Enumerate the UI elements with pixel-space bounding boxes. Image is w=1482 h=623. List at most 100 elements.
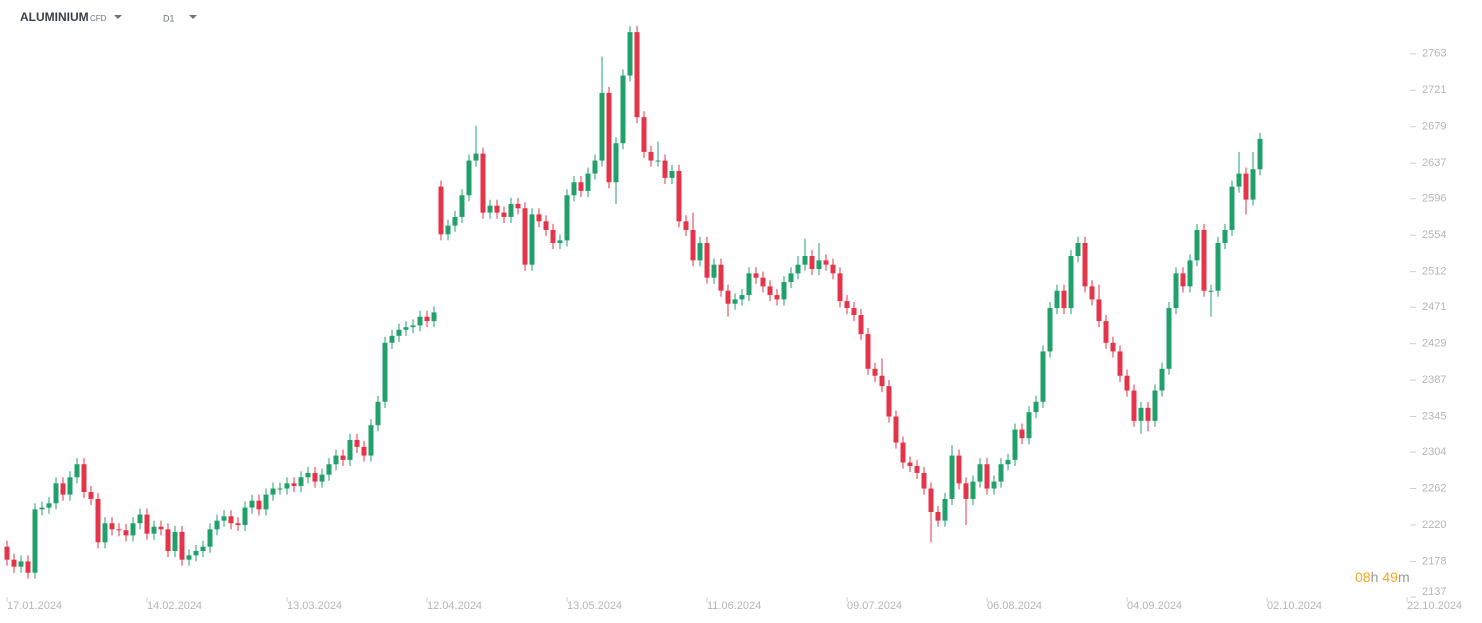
candle-body [466, 160, 472, 196]
candle-body [949, 455, 955, 499]
y-tick-label: 2429 [1422, 338, 1446, 350]
x-tick-label: 06.08.2024 [987, 600, 1042, 612]
candle-body [410, 325, 416, 328]
candle-body [1089, 286, 1095, 300]
candle-body [823, 260, 829, 265]
candle-body [284, 483, 290, 489]
candle-body [501, 212, 507, 217]
candle-body [221, 516, 227, 521]
candle-body [130, 523, 136, 536]
candle-body [1047, 308, 1053, 352]
y-tick-label: 2763 [1422, 48, 1446, 60]
candle-body [403, 327, 409, 330]
candle-body [53, 483, 59, 504]
candle-body [928, 488, 934, 512]
candle-body [1124, 375, 1130, 391]
candle-body [662, 160, 668, 178]
y-tick-label: 2596 [1422, 193, 1446, 205]
x-tick-label: 09.07.2024 [847, 600, 902, 612]
y-tick-label: 2471 [1422, 301, 1446, 313]
candle-body [1061, 290, 1067, 309]
candle-body [1145, 407, 1151, 421]
candle-body [774, 295, 780, 300]
candle-body [802, 256, 808, 265]
candle-body [865, 334, 871, 369]
candle-body [809, 256, 815, 270]
candle-body [655, 160, 661, 162]
candle-body [326, 464, 332, 475]
candle-body [886, 386, 892, 417]
candle-body [123, 530, 129, 536]
candle-body [109, 523, 115, 530]
candle-body [214, 520, 220, 530]
timeframe-dropdown-arrow[interactable] [189, 15, 197, 19]
candle-body [319, 474, 325, 482]
candle-body [368, 425, 374, 456]
candle-body [1215, 242, 1221, 291]
candle-body [1236, 173, 1242, 187]
symbol-dropdown-arrow[interactable] [114, 15, 122, 19]
candle-body [39, 507, 45, 510]
countdown-hours-unit: h [1371, 569, 1379, 585]
candle-body [935, 511, 941, 521]
candle-body [277, 488, 283, 490]
candle-body [263, 494, 269, 510]
candle-body [1201, 229, 1207, 291]
candle-body [1194, 229, 1200, 261]
candle-body [879, 375, 885, 387]
candle-body [445, 225, 451, 235]
candle-body [907, 462, 913, 466]
candle-body [739, 295, 745, 300]
x-tick-label: 22.10.2024 [1407, 600, 1462, 612]
x-tick-label: 04.09.2024 [1127, 600, 1182, 612]
x-tick-label: 02.10.2024 [1267, 600, 1322, 612]
candle-body [1117, 351, 1123, 376]
candle-body [844, 301, 850, 309]
candle-body [60, 483, 66, 495]
symbol-type: CFD [90, 14, 107, 23]
candle-body [669, 170, 675, 178]
candle-body [732, 299, 738, 304]
candle-body [1152, 390, 1158, 421]
candle-body [459, 195, 465, 217]
candle-body [753, 273, 759, 278]
symbol[interactable]: ALUMINIUM [20, 10, 89, 24]
candle-body [494, 205, 500, 213]
candle-body [1222, 229, 1228, 243]
candle-body [1173, 273, 1179, 309]
candle-body [1012, 429, 1018, 460]
candle-body [564, 195, 570, 241]
candle-body [18, 561, 24, 567]
candle-body [837, 273, 843, 302]
candle-body [942, 498, 948, 521]
candle-body [1040, 351, 1046, 402]
candle-body [487, 205, 493, 213]
candle-body [1257, 138, 1263, 170]
candle-body [900, 442, 906, 463]
candle-body [550, 229, 556, 243]
candle-body [1208, 290, 1214, 292]
candle-body [1250, 169, 1256, 200]
countdown-hours: 08 [1355, 569, 1371, 585]
candle-body [746, 273, 752, 296]
candle-body [858, 315, 864, 335]
candle-body [641, 117, 647, 152]
candle-body [606, 92, 612, 183]
candle-body [382, 342, 388, 402]
y-tick-label: 2554 [1422, 229, 1446, 241]
candle-body [1005, 459, 1011, 465]
candle-body [347, 439, 353, 460]
candle-body [676, 170, 682, 222]
y-tick-label: 2178 [1422, 555, 1446, 567]
candle-body [1033, 401, 1039, 413]
candle-body [648, 151, 654, 161]
x-tick-label: 17.01.2024 [7, 600, 62, 612]
candle-body [151, 526, 157, 534]
candle-body [592, 160, 598, 174]
candle-body [816, 260, 822, 270]
candle-body [235, 523, 241, 525]
candle-body [1103, 321, 1109, 343]
timeframe[interactable]: D1 [163, 13, 175, 23]
candle-body [795, 264, 801, 274]
